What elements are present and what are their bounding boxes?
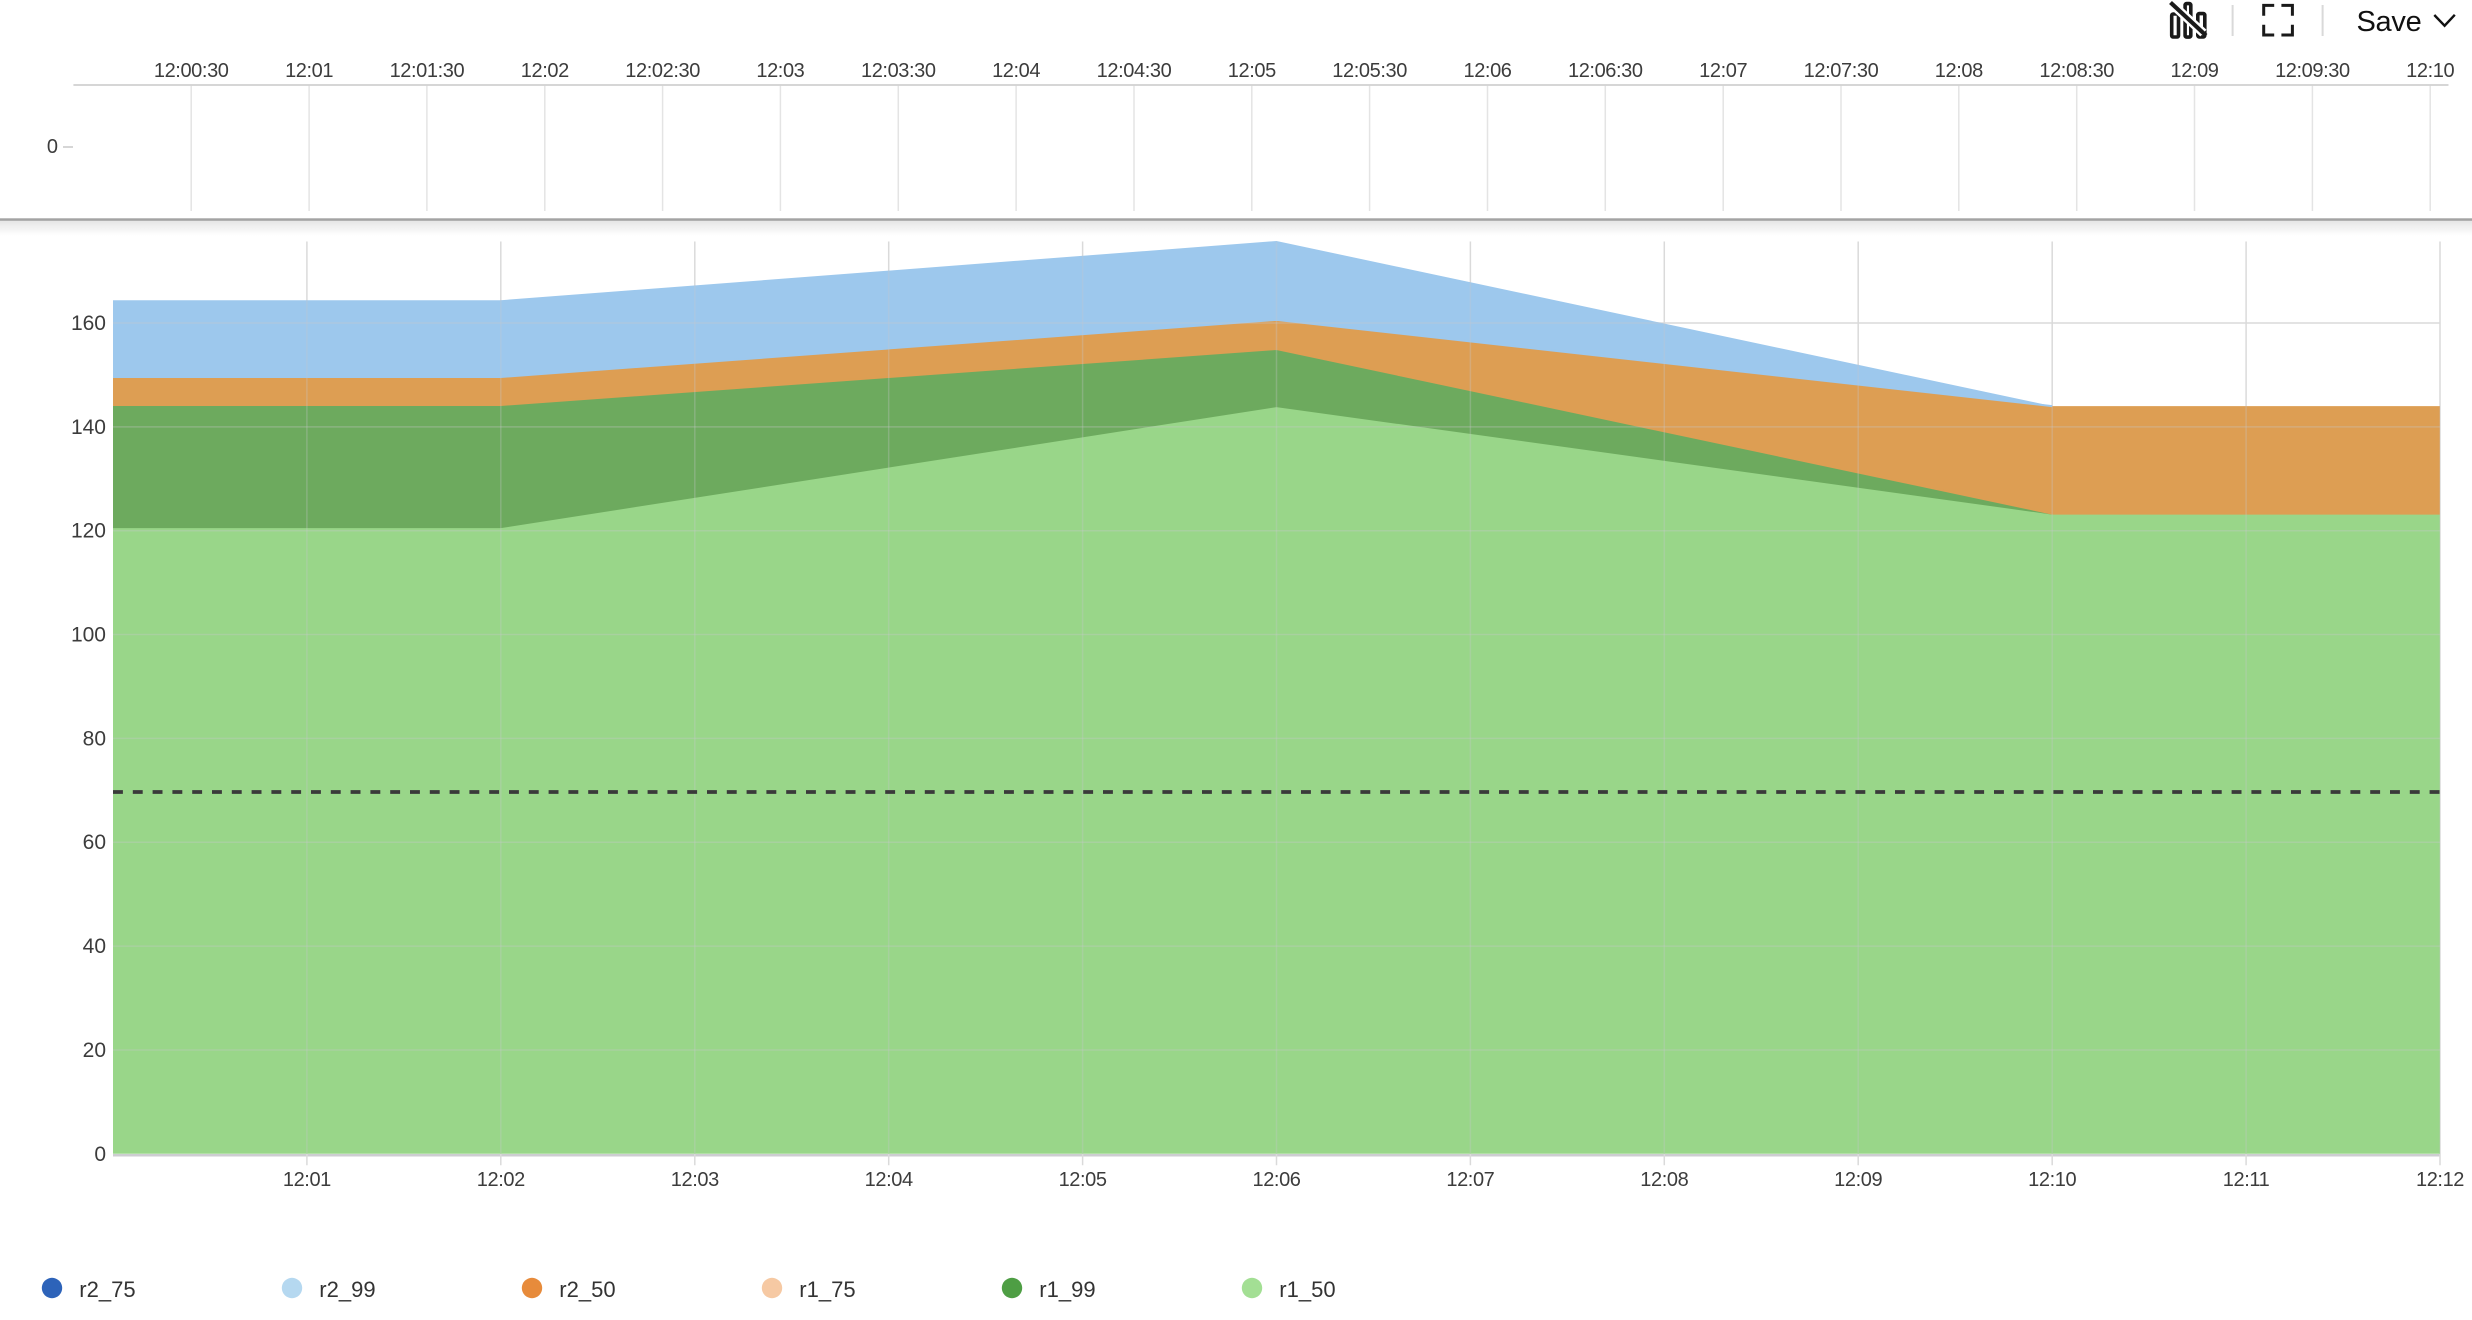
svg-text:12:09: 12:09 bbox=[2170, 60, 2218, 82]
svg-text:12:05:30: 12:05:30 bbox=[1332, 60, 1407, 82]
svg-text:12:01:30: 12:01:30 bbox=[390, 60, 465, 82]
svg-text:12:00:30: 12:00:30 bbox=[154, 60, 229, 82]
svg-text:0: 0 bbox=[47, 136, 58, 158]
svg-text:12:02: 12:02 bbox=[477, 1169, 525, 1191]
svg-text:12:04: 12:04 bbox=[992, 60, 1040, 82]
svg-text:12:06: 12:06 bbox=[1252, 1169, 1300, 1191]
svg-text:r1_99: r1_99 bbox=[1039, 1277, 1095, 1302]
svg-text:12:07: 12:07 bbox=[1446, 1169, 1494, 1191]
svg-text:r1_75: r1_75 bbox=[799, 1277, 855, 1302]
svg-text:12:05: 12:05 bbox=[1059, 1169, 1107, 1191]
svg-text:12:07: 12:07 bbox=[1699, 60, 1747, 82]
svg-text:12:03: 12:03 bbox=[756, 60, 804, 82]
svg-text:12:03:30: 12:03:30 bbox=[861, 60, 936, 82]
svg-text:40: 40 bbox=[83, 935, 106, 958]
svg-text:12:09:30: 12:09:30 bbox=[2275, 60, 2350, 82]
svg-text:12:08: 12:08 bbox=[1640, 1169, 1688, 1191]
svg-text:12:02: 12:02 bbox=[521, 60, 569, 82]
svg-text:r1_50: r1_50 bbox=[1279, 1277, 1335, 1302]
svg-text:12:08:30: 12:08:30 bbox=[2039, 60, 2114, 82]
svg-text:12:06: 12:06 bbox=[1463, 60, 1511, 82]
svg-text:12:09: 12:09 bbox=[1834, 1169, 1882, 1191]
svg-text:12:10: 12:10 bbox=[2406, 60, 2454, 82]
svg-text:12:01: 12:01 bbox=[283, 1169, 331, 1191]
svg-text:140: 140 bbox=[71, 416, 106, 439]
svg-text:0: 0 bbox=[94, 1143, 106, 1166]
svg-text:12:02:30: 12:02:30 bbox=[625, 60, 700, 82]
svg-text:20: 20 bbox=[83, 1039, 106, 1062]
svg-text:r2_99: r2_99 bbox=[319, 1277, 375, 1302]
svg-text:12:04: 12:04 bbox=[865, 1169, 913, 1191]
svg-text:12:08: 12:08 bbox=[1935, 60, 1983, 82]
svg-text:12:12: 12:12 bbox=[2416, 1169, 2464, 1191]
svg-text:160: 160 bbox=[71, 312, 106, 335]
svg-text:r2_50: r2_50 bbox=[559, 1277, 615, 1302]
svg-text:12:04:30: 12:04:30 bbox=[1097, 60, 1172, 82]
svg-text:12:05: 12:05 bbox=[1228, 60, 1276, 82]
svg-text:120: 120 bbox=[71, 520, 106, 543]
svg-text:80: 80 bbox=[83, 727, 106, 750]
svg-text:Save: Save bbox=[2357, 6, 2422, 38]
svg-text:12:10: 12:10 bbox=[2028, 1169, 2076, 1191]
svg-text:100: 100 bbox=[71, 624, 106, 647]
svg-text:12:07:30: 12:07:30 bbox=[1804, 60, 1879, 82]
svg-text:12:06:30: 12:06:30 bbox=[1568, 60, 1643, 82]
svg-text:12:03: 12:03 bbox=[671, 1169, 719, 1191]
svg-text:12:11: 12:11 bbox=[2223, 1169, 2270, 1191]
svg-text:12:01: 12:01 bbox=[285, 60, 333, 82]
svg-text:r2_75: r2_75 bbox=[79, 1277, 135, 1302]
svg-text:60: 60 bbox=[83, 831, 106, 854]
